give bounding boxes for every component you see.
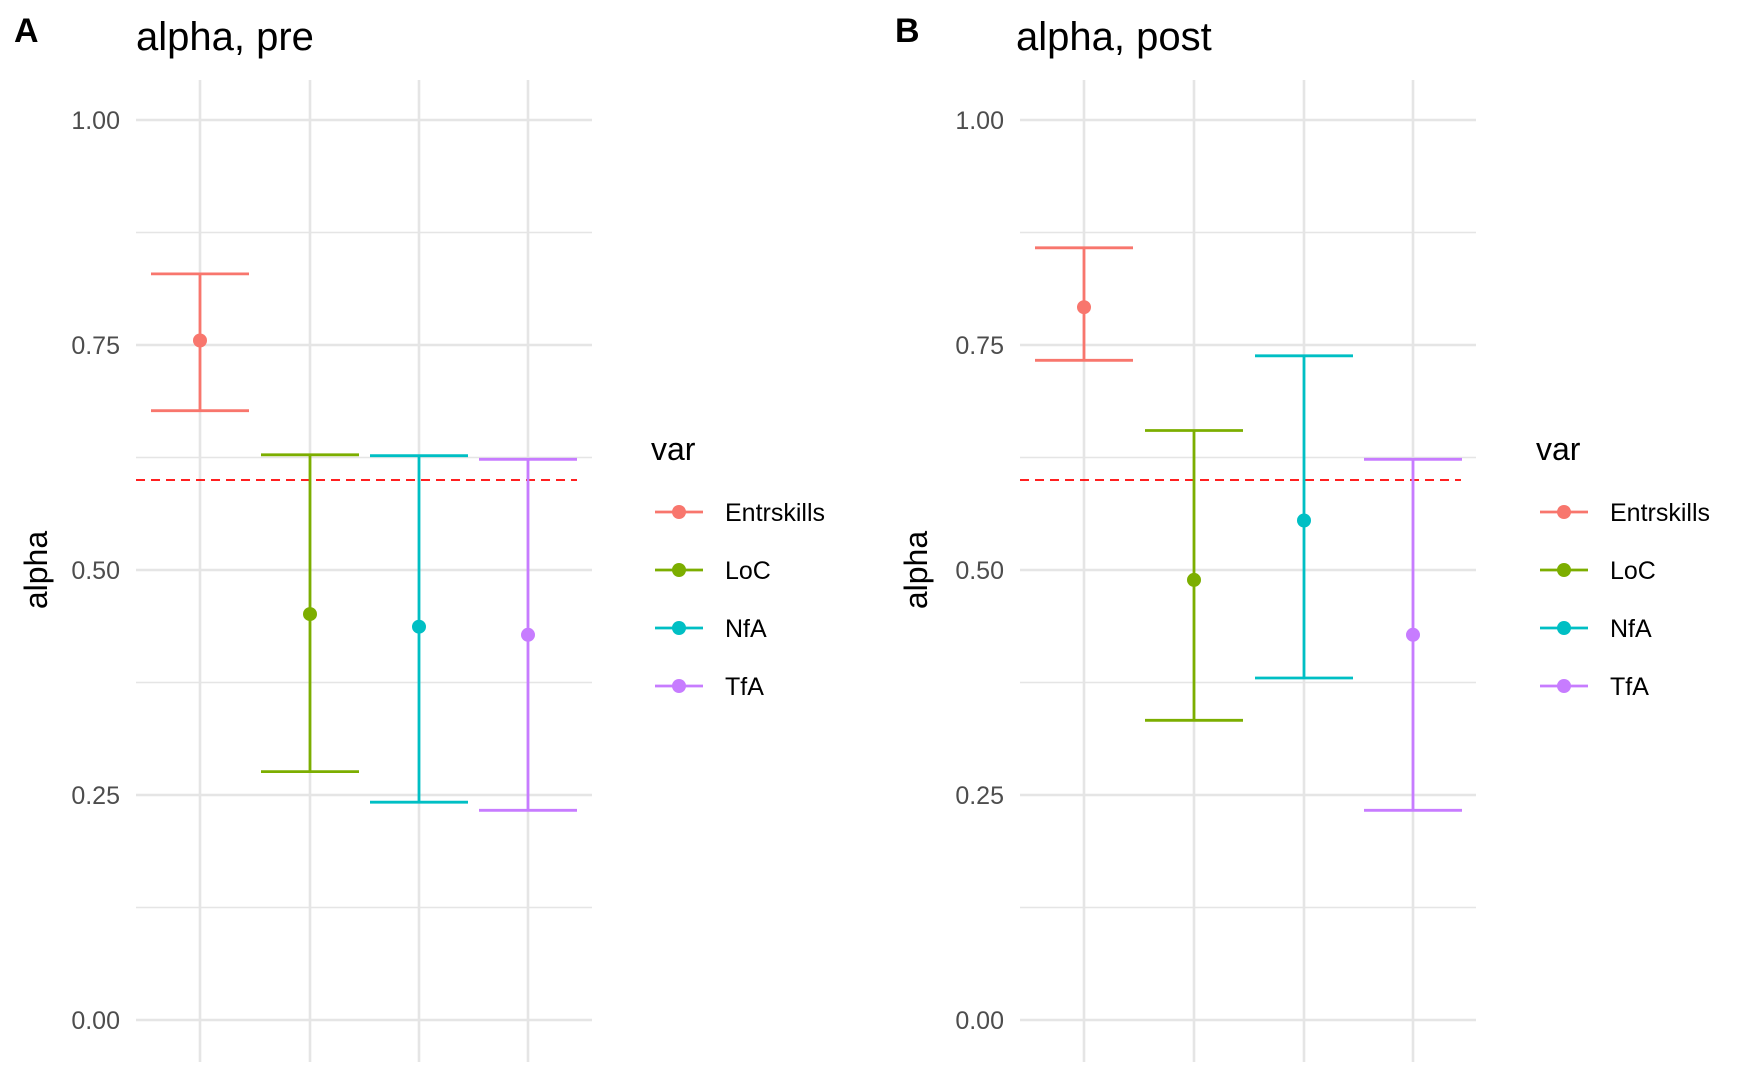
legend-key-entrskills <box>1540 505 1588 519</box>
y-tick-labels: 0.00 0.25 0.50 0.75 1.00 <box>955 107 1004 1035</box>
legend-key-point <box>1557 505 1571 519</box>
legend-key-point <box>1557 563 1571 577</box>
y-tick-label: 0.75 <box>955 332 1004 360</box>
point-entrskills <box>1077 300 1091 315</box>
panel-title: alpha, pre <box>136 15 314 59</box>
legend-key-tfa <box>1540 679 1588 693</box>
legend-label: TfA <box>1610 673 1649 701</box>
point-loc <box>303 607 317 622</box>
legend-title: var <box>651 431 696 467</box>
legend-label: NfA <box>725 615 767 643</box>
errorbar-loc <box>1145 429 1243 722</box>
y-tick-label: 1.00 <box>955 107 1004 135</box>
point-tfa <box>521 627 535 642</box>
legend-label: Entrskills <box>1610 499 1710 527</box>
legend-key-nfa <box>655 621 703 635</box>
y-tick-label: 0.00 <box>71 1007 120 1035</box>
panel-title: alpha, post <box>1016 15 1212 59</box>
errorbar-loc <box>261 453 359 773</box>
legend-key-tfa <box>655 679 703 693</box>
errorbar-nfa <box>370 454 468 804</box>
y-tick-label: 0.75 <box>71 332 120 360</box>
y-tick-label: 0.25 <box>71 782 120 810</box>
y-tick-label: 1.00 <box>71 107 120 135</box>
legend-key-entrskills <box>655 505 703 519</box>
y-tick-label: 0.00 <box>955 1007 1004 1035</box>
point-entrskills <box>193 333 207 348</box>
legend-key-nfa <box>1540 621 1588 635</box>
legend-key-point <box>672 621 686 635</box>
marks <box>1020 246 1462 812</box>
legend-key-point <box>672 505 686 519</box>
legend-key-point <box>672 679 686 693</box>
legend-label: LoC <box>725 557 771 585</box>
point-loc <box>1187 572 1201 587</box>
errorbar-tfa <box>479 457 577 812</box>
legend-key-loc <box>1540 563 1588 577</box>
y-tick-label: 0.50 <box>71 557 120 585</box>
legend-title: var <box>1536 431 1581 467</box>
errorbar-entrskills <box>151 272 249 413</box>
marks <box>136 272 577 812</box>
y-axis-title: alpha <box>18 531 54 610</box>
y-tick-label: 0.25 <box>955 782 1004 810</box>
panel-letter: A <box>14 12 39 50</box>
grid <box>136 80 592 1062</box>
panel-letter: B <box>895 12 920 50</box>
legend-label: TfA <box>725 673 764 701</box>
point-nfa <box>412 619 426 634</box>
legend-key-loc <box>655 563 703 577</box>
legend-key-point <box>1557 679 1571 693</box>
y-tick-label: 0.50 <box>955 557 1004 585</box>
legend-label: NfA <box>1610 615 1652 643</box>
errorbar-nfa <box>1255 354 1353 680</box>
panel-a: A alpha, pre 0.000.250.500.751.00 alpha … <box>14 12 825 1062</box>
errorbar-tfa <box>1364 457 1462 812</box>
point-tfa <box>1406 627 1420 642</box>
legend-label: LoC <box>1610 557 1656 585</box>
point-nfa <box>1297 513 1311 528</box>
legend: var Entrskills LoC NfA TfA <box>651 431 825 701</box>
legend-label: Entrskills <box>725 499 825 527</box>
y-tick-labels: 0.00 0.25 0.50 0.75 1.00 <box>71 107 120 1035</box>
y-axis-title: alpha <box>898 531 934 610</box>
legend-key-point <box>672 563 686 577</box>
errorbar-entrskills <box>1035 246 1133 362</box>
legend: var Entrskills LoC NfA TfA <box>1536 431 1710 701</box>
panel-b: B alpha, post 0.00 0.25 0.50 0.75 1.00 alpha… <box>895 12 1710 1062</box>
grid <box>1020 80 1476 1062</box>
legend-key-point <box>1557 621 1571 635</box>
